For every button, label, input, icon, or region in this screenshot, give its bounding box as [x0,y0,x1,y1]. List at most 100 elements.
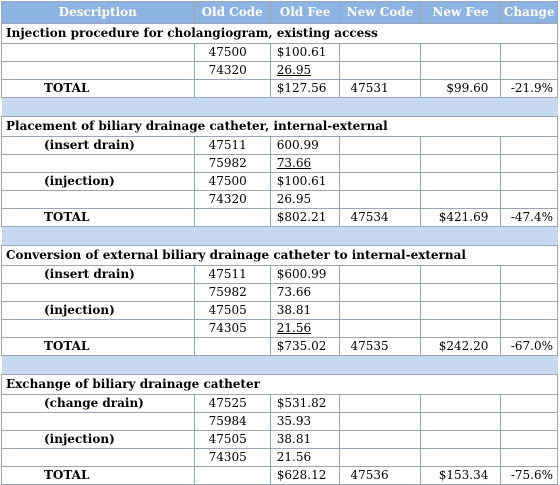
old-code-cell: 75982 [193,283,271,302]
new-fee-cell [419,319,502,338]
old-fee-value: 38.81 [276,432,312,446]
row-label [1,319,195,338]
total-old-fee: $735.02 [269,337,341,356]
table-row: 74305 21.56 [1,448,558,467]
old-fee-value: 38.81 [276,303,312,317]
old-code-cell: 75984 [193,412,271,431]
row-label [1,412,195,431]
table-row: 75982 73.66 [1,283,558,302]
old-fee-cell: 26.95 [269,190,341,209]
change-cell [500,448,558,467]
section-title: Exchange of biliary drainage catheter [1,374,558,395]
row-label [1,43,195,62]
total-new-code: 47534 [339,208,421,227]
old-code-cell: 74320 [193,61,271,80]
old-fee-cell: 600.99 [269,136,341,155]
new-code-cell [339,283,421,302]
new-code-cell [339,61,421,80]
section-title-row: Conversion of external biliary drainage … [1,245,558,266]
total-old-code-cell [193,337,271,356]
old-code-cell: 74320 [193,190,271,209]
total-row: TOTAL $735.02 47535 $242.20 -67.0% [1,337,558,356]
change-cell [500,136,558,155]
old-code-cell: 74305 [193,319,271,338]
row-label: (insert drain) [1,136,195,155]
old-fee-cell: $531.82 [269,394,341,413]
new-code-cell [339,172,421,191]
new-fee-cell [419,412,502,431]
change-cell [500,412,558,431]
row-label [1,448,195,467]
new-code-cell [339,319,421,338]
old-fee-cell: $600.99 [269,265,341,284]
new-code-cell [339,265,421,284]
new-code-cell [339,412,421,431]
old-fee-value: $600.99 [276,267,327,281]
change-cell [500,190,558,209]
total-label: TOTAL [1,208,195,227]
total-old-code-cell [193,79,271,98]
row-label [1,61,195,80]
old-code-cell: 47500 [193,172,271,191]
table-row: 75984 35.93 [1,412,558,431]
table-row: 47500 $100.61 [1,43,558,62]
table-row: 74320 26.95 [1,190,558,209]
new-code-cell [339,430,421,449]
new-code-cell [339,448,421,467]
old-fee-value: 35.93 [276,414,312,428]
section-divider-cell [1,355,558,375]
change-cell [500,61,558,80]
old-fee-cell: 21.56 [269,448,341,467]
old-fee-value: 600.99 [276,138,319,152]
header-description: Description [1,1,195,24]
row-label [1,283,195,302]
old-fee-value: 21.56 [276,450,312,464]
change-cell [500,43,558,62]
table-row: (injection) 47505 38.81 [1,430,558,449]
new-code-cell [339,43,421,62]
new-fee-cell [419,190,502,209]
row-label [1,190,195,209]
total-new-code: 47535 [339,337,421,356]
old-code-cell: 47511 [193,136,271,155]
new-code-cell [339,154,421,173]
section-divider-cell [1,226,558,246]
row-label: (injection) [1,301,195,320]
new-fee-cell [419,448,502,467]
row-label: (injection) [1,430,195,449]
old-fee-cell: $100.61 [269,172,341,191]
change-cell [500,172,558,191]
section-title-row: Exchange of biliary drainage catheter [1,374,558,395]
old-code-cell: 47525 [193,394,271,413]
old-fee-cell: 38.81 [269,430,341,449]
old-code-cell: 47505 [193,301,271,320]
section-divider [1,226,558,246]
new-code-cell [339,394,421,413]
total-old-code-cell [193,208,271,227]
header-change: Change [500,1,558,24]
change-cell [500,154,558,173]
change-cell [500,301,558,320]
old-fee-cell: $100.61 [269,43,341,62]
old-code-cell: 74305 [193,448,271,467]
new-code-cell [339,301,421,320]
table-row: 74320 26.95 [1,61,558,80]
section-title: Conversion of external biliary drainage … [1,245,558,266]
total-change: -47.4% [500,208,558,227]
total-old-fee: $127.56 [269,79,341,98]
total-row: TOTAL $802.21 47534 $421.69 -47.4% [1,208,558,227]
header-new-fee: New Fee [419,1,502,24]
section-divider [1,355,558,375]
new-fee-cell [419,301,502,320]
old-fee-value: $531.82 [276,396,327,410]
table-row: (insert drain) 47511 600.99 [1,136,558,155]
table-row: 74305 21.56 [1,319,558,338]
total-old-fee: $802.21 [269,208,341,227]
old-fee-value: $100.61 [276,45,327,59]
old-fee-cell: 38.81 [269,301,341,320]
total-new-fee: $421.69 [419,208,502,227]
new-code-cell [339,190,421,209]
total-new-code: 47531 [339,79,421,98]
table-row: (injection) 47505 38.81 [1,301,558,320]
